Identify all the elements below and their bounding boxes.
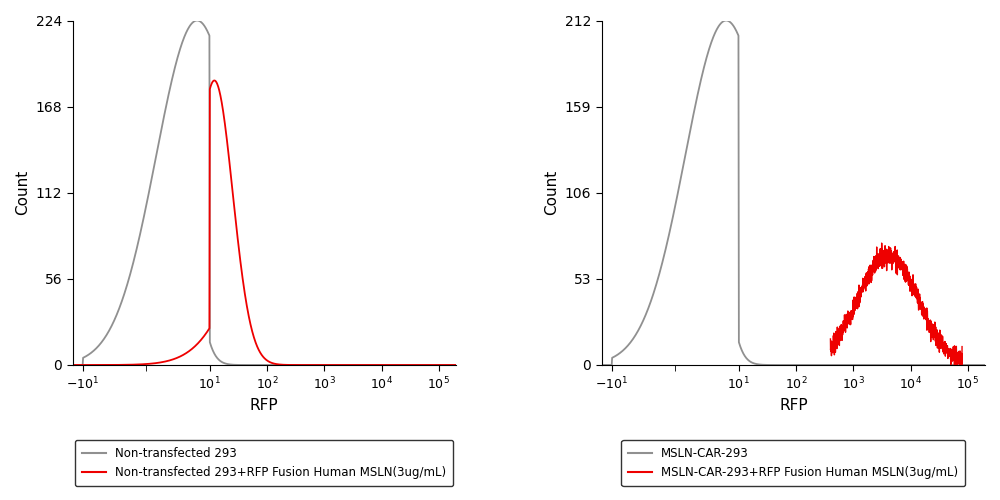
Legend: Non-transfected 293, Non-transfected 293+RFP Fusion Human MSLN(3ug/mL): Non-transfected 293, Non-transfected 293… <box>75 440 453 486</box>
Y-axis label: Count: Count <box>15 170 30 216</box>
X-axis label: RFP: RFP <box>250 398 279 412</box>
Legend: MSLN-CAR-293, MSLN-CAR-293+RFP Fusion Human MSLN(3ug/mL): MSLN-CAR-293, MSLN-CAR-293+RFP Fusion Hu… <box>621 440 965 486</box>
X-axis label: RFP: RFP <box>779 398 808 412</box>
Y-axis label: Count: Count <box>544 170 559 216</box>
